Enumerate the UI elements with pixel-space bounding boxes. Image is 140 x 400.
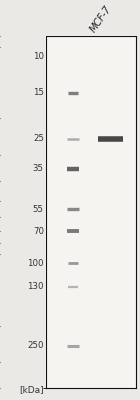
Text: [kDa]: [kDa]: [19, 385, 44, 394]
Text: 250: 250: [27, 341, 44, 350]
Text: 15: 15: [33, 88, 44, 97]
Text: 130: 130: [27, 282, 44, 291]
Text: 70: 70: [33, 227, 44, 236]
Text: 35: 35: [33, 164, 44, 173]
Text: 25: 25: [33, 134, 44, 143]
Text: 55: 55: [33, 205, 44, 214]
Text: 10: 10: [33, 52, 44, 60]
Text: MCF-7: MCF-7: [89, 4, 114, 34]
Text: 100: 100: [27, 259, 44, 268]
